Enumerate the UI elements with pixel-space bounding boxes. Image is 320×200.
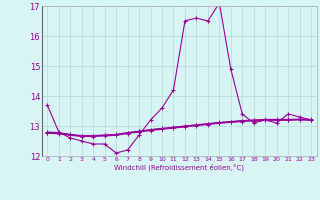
X-axis label: Windchill (Refroidissement éolien,°C): Windchill (Refroidissement éolien,°C) bbox=[114, 164, 244, 171]
